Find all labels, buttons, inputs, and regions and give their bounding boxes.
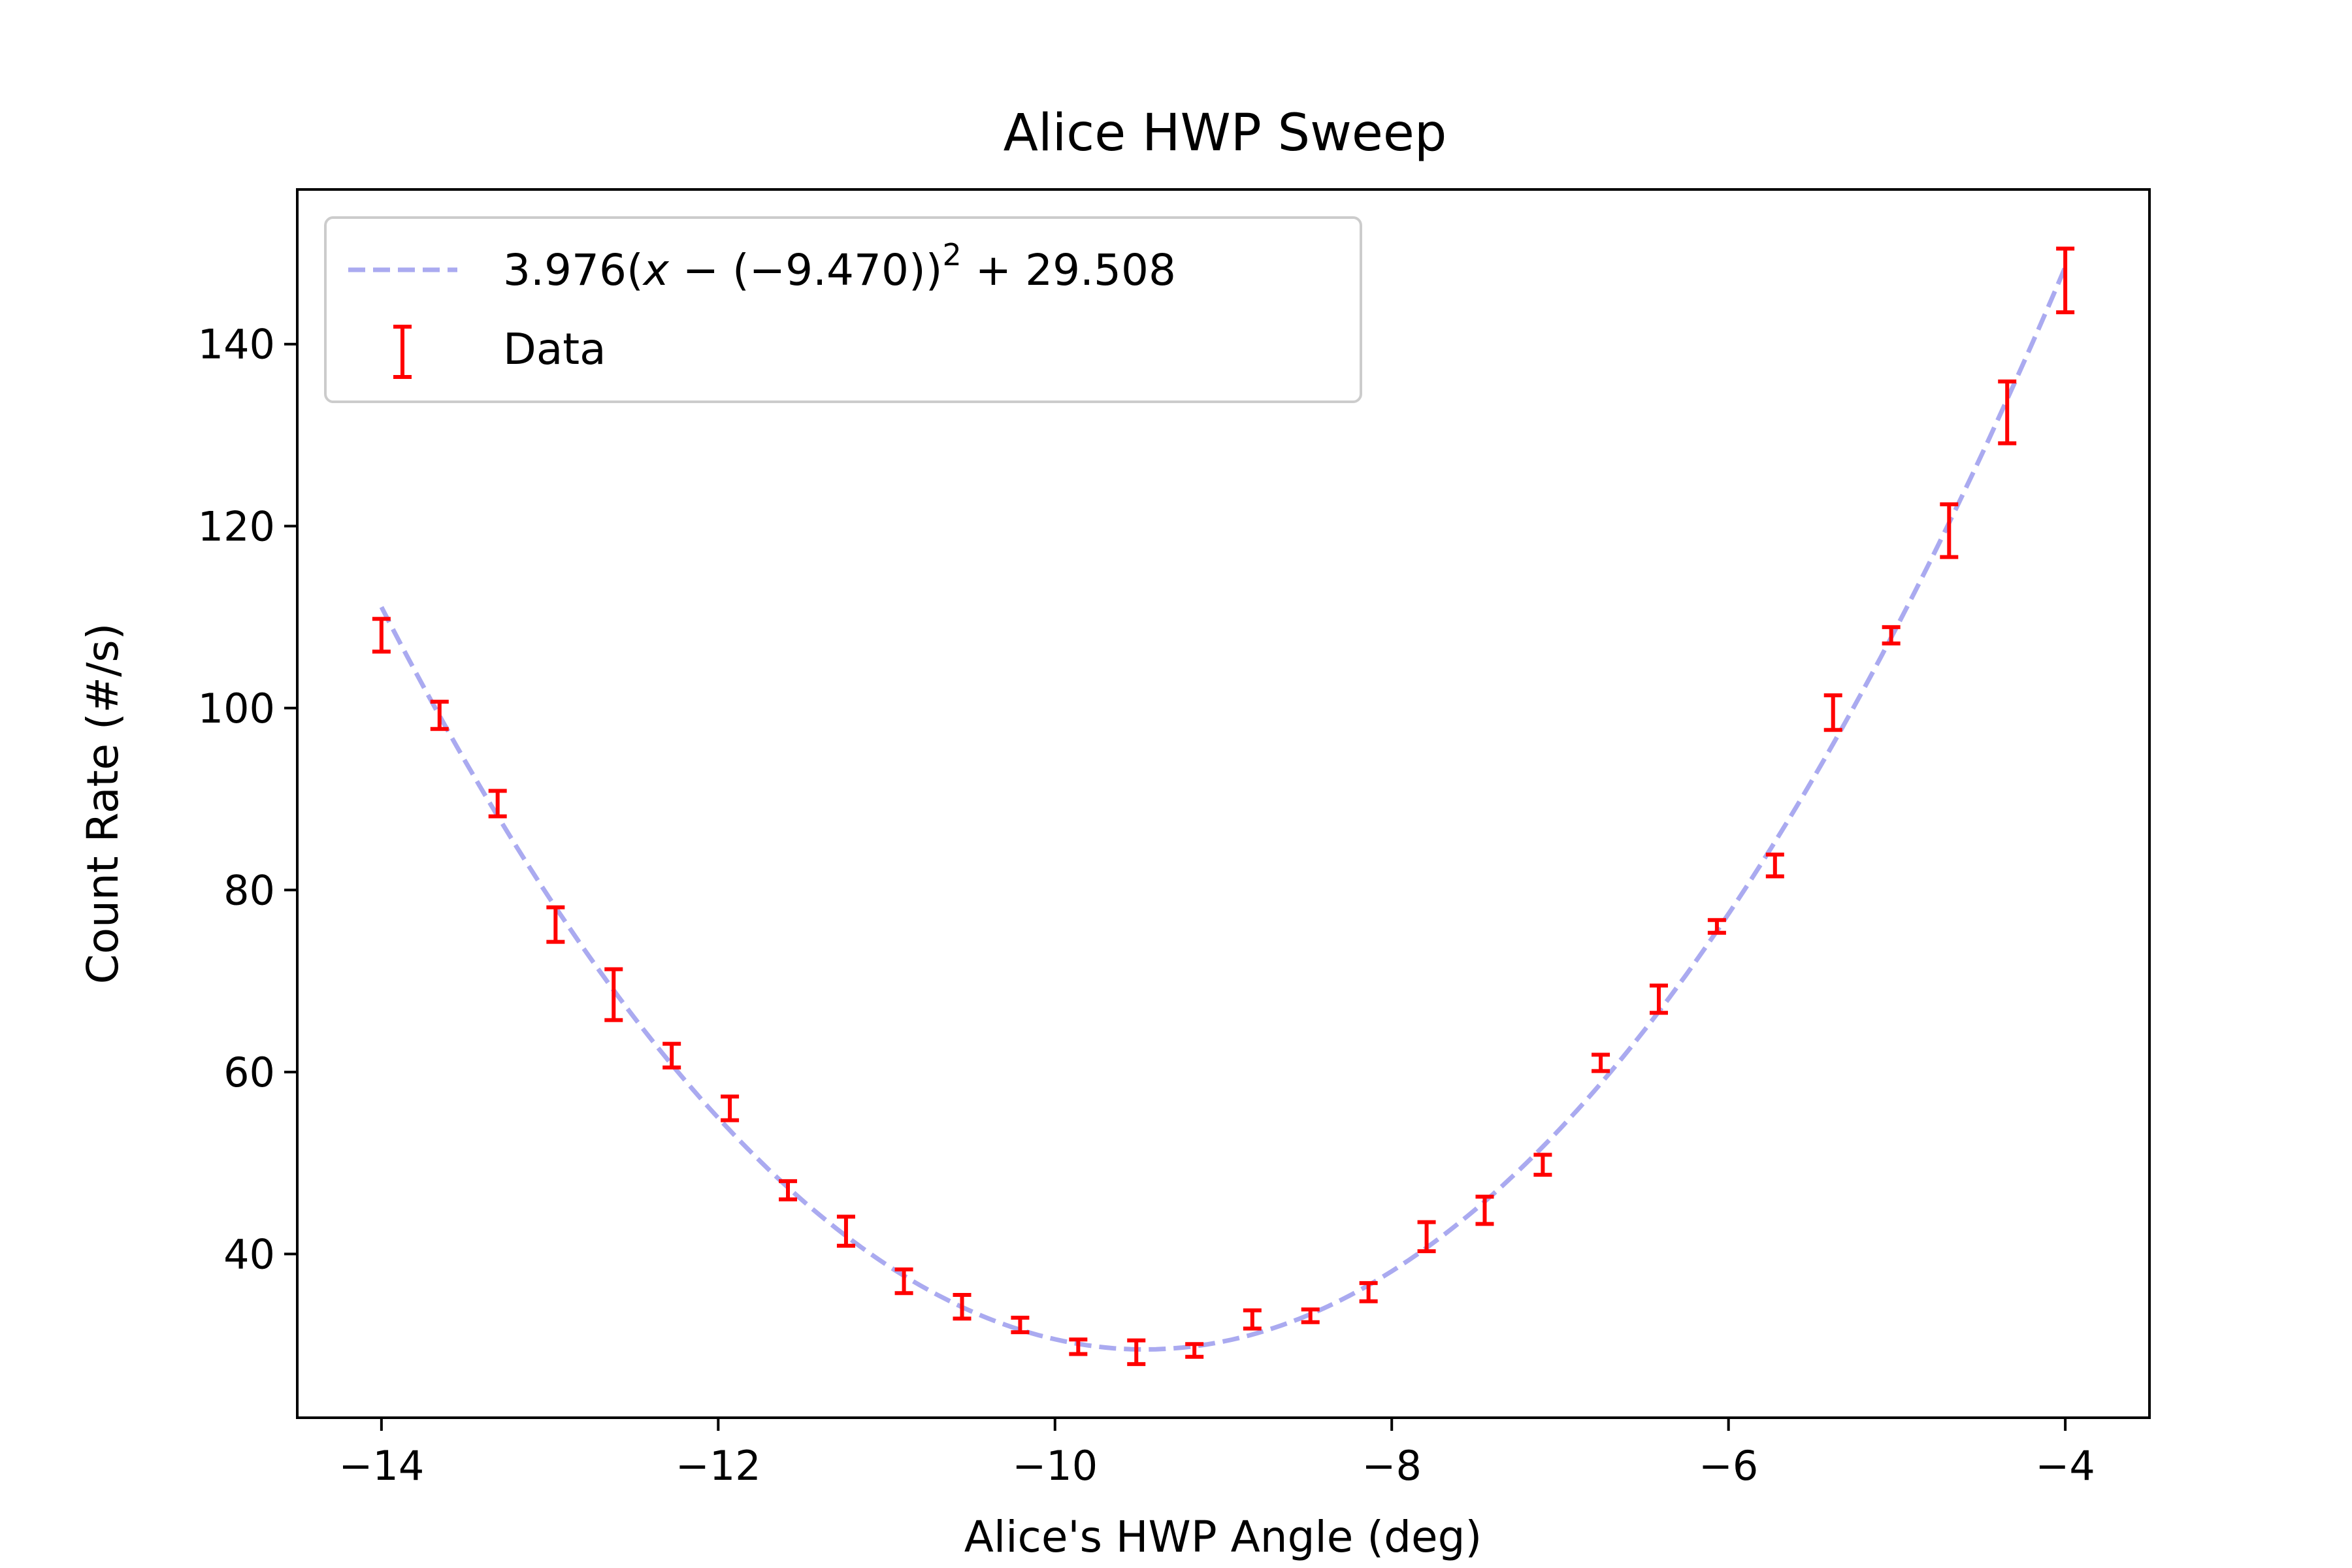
x-tick-label: −6: [1699, 1442, 1758, 1490]
data-point: [1940, 502, 1959, 559]
fit-label-part-2: − (−9.470)): [669, 245, 943, 295]
data-point: [546, 905, 565, 944]
fit-label-exponent: 2: [943, 237, 962, 272]
y-tick-label: 40: [223, 1230, 275, 1278]
data-point: [953, 1293, 972, 1321]
legend: 3.976(x − (−9.470))2 + 29.508 Data: [324, 216, 1362, 403]
data-point: [1069, 1337, 1088, 1356]
data-point: [1592, 1053, 1610, 1073]
data-point: [1127, 1338, 1146, 1366]
data-point: [1359, 1281, 1378, 1303]
data-layer: [372, 246, 2075, 1366]
x-tick-label: −8: [1362, 1442, 1422, 1490]
x-axis-ticks: −14 −12 −10 −8 −6 −4: [338, 1418, 2095, 1490]
fit-curve: [379, 266, 2068, 1352]
fit-label-part-3: + 29.508: [962, 245, 1176, 295]
y-tick-label: 80: [223, 866, 275, 914]
x-tick-label: −12: [676, 1442, 761, 1490]
legend-fit-label: 3.976(x − (−9.470))2 + 29.508: [503, 237, 1176, 295]
data-point: [1765, 852, 1784, 879]
chart-title: Alice HWP Sweep: [1004, 104, 1447, 163]
axes-frame: [296, 188, 2151, 1419]
plot-area: [296, 188, 2151, 1419]
x-tick-label: −4: [2035, 1442, 2095, 1490]
legend-box: [324, 216, 1362, 403]
data-point: [430, 700, 449, 731]
data-point: [604, 967, 623, 1022]
data-point: [1475, 1194, 1494, 1226]
fit-label-var: x: [642, 245, 670, 295]
data-point: [836, 1215, 855, 1248]
data-point: [1823, 693, 1842, 732]
data-point: [1417, 1220, 1436, 1254]
x-tick-label: −10: [1012, 1442, 1098, 1490]
x-tick-label: −14: [338, 1442, 424, 1490]
y-tick-label: 60: [223, 1049, 275, 1096]
y-axis-label: Count Rate (#/s): [78, 623, 128, 985]
x-axis-label: Alice's HWP Angle (deg): [964, 1512, 1482, 1562]
legend-data-swatch: [393, 325, 412, 379]
data-point: [1301, 1307, 1320, 1324]
data-point: [1533, 1152, 1552, 1177]
y-tick-label: 120: [198, 502, 275, 550]
data-point: [1185, 1342, 1204, 1359]
data-point: [721, 1094, 740, 1122]
data-point: [1998, 379, 2017, 446]
y-axis-ticks: 40 60 80 100 120 140: [198, 321, 297, 1278]
data-point: [1649, 983, 1668, 1015]
data-point: [372, 617, 391, 654]
legend-data-label: Data: [503, 324, 606, 374]
data-point: [2056, 246, 2075, 314]
data-point: [488, 789, 507, 819]
y-tick-label: 140: [198, 321, 275, 368]
data-point: [1243, 1308, 1262, 1331]
fit-label-part-1: 3.976(: [503, 245, 644, 295]
fit-layer: [379, 266, 2068, 1352]
data-point: [662, 1041, 681, 1070]
data-point: [779, 1179, 798, 1201]
y-tick-label: 100: [198, 685, 275, 732]
data-point: [894, 1267, 913, 1296]
data-point: [1882, 625, 1901, 645]
data-point: [1707, 918, 1726, 935]
data-point: [1011, 1315, 1030, 1335]
